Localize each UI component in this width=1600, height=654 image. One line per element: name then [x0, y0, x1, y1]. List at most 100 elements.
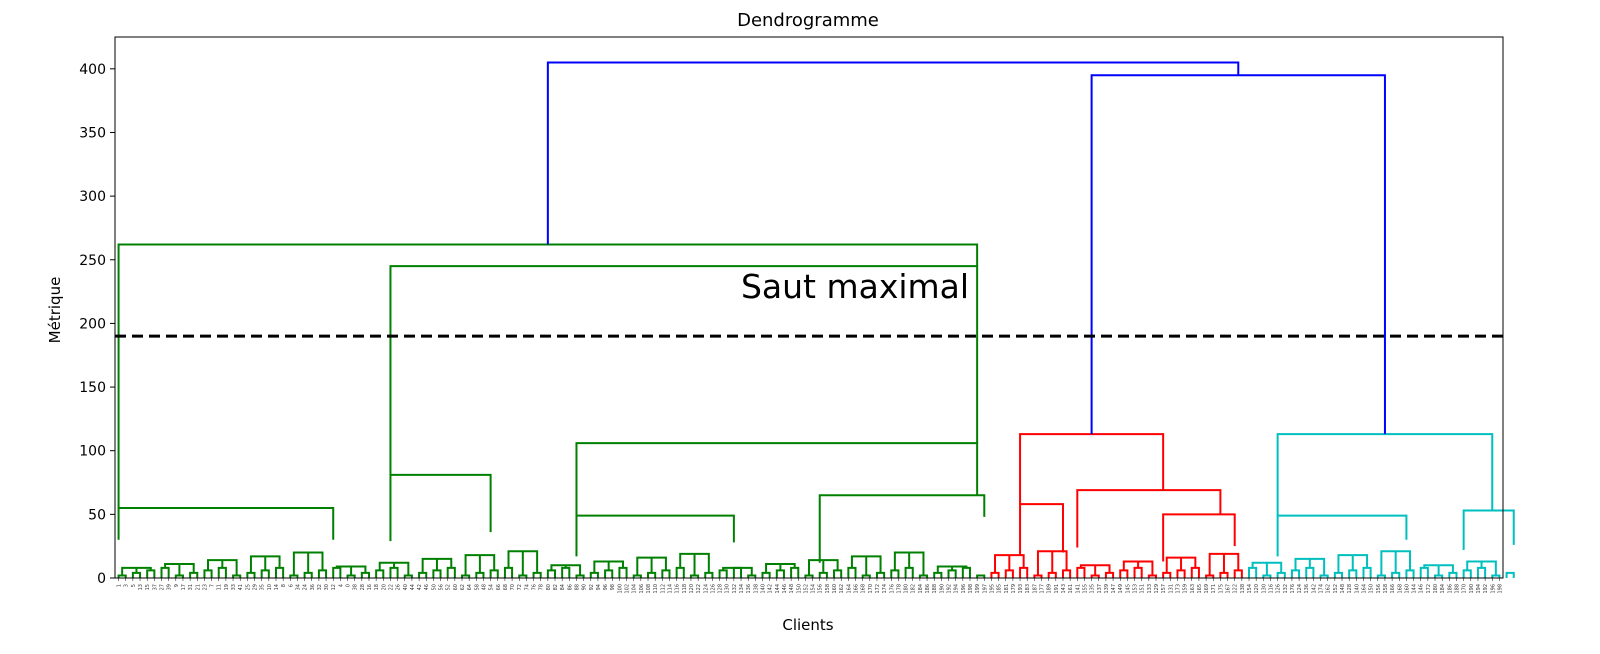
leaf-merge-link: [933, 571, 943, 578]
leaf-label: 168: [861, 584, 867, 594]
leaf-merge-link: [1333, 571, 1344, 578]
leaf-label: 148: [1340, 584, 1346, 594]
leaf-merge-link: [317, 569, 328, 578]
leaf-label: 160: [1404, 584, 1410, 594]
leaf-label: 128: [1347, 584, 1353, 594]
leaf-label: 196: [1490, 584, 1496, 594]
leaf-merge-link: [489, 569, 499, 578]
leaf-label: 46: [424, 584, 430, 590]
leaf-label: 174: [1319, 584, 1325, 594]
leaf-label: 19: [224, 584, 230, 590]
leaf-merge-link: [618, 566, 628, 578]
leaf-label: 184: [1440, 584, 1446, 594]
leaf-label: 26: [396, 584, 402, 590]
leaf-merge-link: [1276, 571, 1286, 578]
cluster-merge-link: [1019, 433, 1165, 505]
leaf-merge-link: [475, 571, 485, 578]
leaf-merge-link: [503, 566, 514, 578]
leaf-merge-link: [1405, 569, 1415, 578]
y-tick-label: 300: [79, 189, 106, 205]
leaf-merge-link: [1061, 569, 1072, 578]
y-axis-ticks: 0 50 100 150 200 250 300 350 400: [79, 62, 115, 587]
leaf-merge-link: [532, 571, 542, 578]
leaf-merge-link: [375, 569, 385, 578]
leaf-merge-link: [1162, 571, 1172, 578]
leaf-label: 142: [1311, 584, 1317, 594]
leaf-label: 194: [1476, 584, 1482, 594]
leaf-label: 144: [1412, 584, 1418, 594]
leaf-merge-link: [1391, 571, 1401, 578]
leaf-label: 24: [303, 584, 309, 590]
leaf-merge-link: [647, 571, 657, 578]
y-tick-label: 200: [79, 316, 106, 332]
leaf-merge-link: [1233, 569, 1243, 578]
leaf-merge-link: [761, 571, 771, 578]
y-tick-label: 150: [79, 380, 106, 396]
leaf-label: 141: [1075, 584, 1081, 594]
leaf-merge-link: [1505, 571, 1515, 578]
leaf-merge-link: [1019, 566, 1029, 578]
leaf-merge-link: [146, 569, 156, 578]
leaf-label: 36: [310, 584, 316, 590]
leaf-label: 32: [317, 584, 323, 590]
leaf-label: 138: [1240, 584, 1246, 594]
leaf-label: 151: [1140, 584, 1146, 594]
leaf-label: 184: [918, 584, 924, 594]
leaf-label: 133: [1147, 584, 1153, 594]
leaf-label: 13: [138, 584, 144, 590]
leaf-label: 196: [961, 584, 967, 594]
leaf-label: 30: [324, 584, 330, 590]
sub-merge-link: [464, 554, 496, 576]
leaf-label: 172: [875, 584, 881, 594]
leaf-merge-link: [1119, 569, 1129, 578]
leaf-merge-link: [589, 571, 599, 578]
leaf-label: 64: [467, 584, 473, 590]
leaf-merge-link: [1104, 571, 1115, 578]
leaf-label: 27: [160, 584, 166, 590]
leaf-label: 118: [682, 584, 688, 594]
leaf-merge-link: [1462, 569, 1472, 578]
leaf-merge-link: [661, 569, 671, 578]
leaf-label: 132: [732, 584, 738, 594]
leaf-label: 148: [789, 584, 795, 594]
leaf-label: 176: [889, 584, 895, 594]
leaf-merge-link: [1004, 569, 1014, 578]
leaf-label: 98: [610, 584, 616, 590]
sub-merge-link: [994, 554, 1025, 573]
leaf-label: 174: [882, 584, 888, 594]
leaf-label: 139: [1104, 584, 1110, 594]
leaf-label: 154: [1247, 584, 1253, 594]
leaf-label: 166: [1390, 584, 1396, 594]
leaf-label: 159: [1183, 584, 1189, 594]
cluster-merge-link: [117, 506, 335, 540]
leaf-label: 33: [231, 584, 237, 590]
leaf-label: 78: [539, 584, 545, 590]
leaf-label: 124: [703, 584, 709, 594]
leaf-label: 190: [1469, 584, 1475, 594]
leaf-label: 80: [546, 584, 552, 590]
leaf-label: 167: [1226, 584, 1232, 594]
sub-merge-link: [1380, 550, 1411, 576]
leaf-merge-link: [1290, 569, 1301, 578]
leaf-label: 160: [832, 584, 838, 594]
leaf-label: 56: [439, 584, 445, 590]
cluster-merge-link: [1019, 503, 1064, 556]
leaf-label: 185: [997, 584, 1003, 594]
leaf-merge-link: [732, 566, 743, 578]
leaf-label: 86: [567, 584, 573, 590]
leaf-label: 173: [1175, 584, 1181, 594]
leaf-label: 146: [782, 584, 788, 594]
leaf-label: 120: [1254, 584, 1260, 594]
leaf-label: 54: [489, 584, 495, 590]
leaf-label: 190: [939, 584, 945, 594]
y-tick-label: 400: [79, 62, 106, 78]
leaf-label: 149: [1118, 584, 1124, 594]
leaf-label: 171: [1211, 584, 1217, 594]
leaf-label: 106: [639, 584, 645, 594]
leaf-label: 158: [1383, 584, 1389, 594]
leaf-label: 136: [746, 584, 752, 594]
leaf-label: 158: [825, 584, 831, 594]
leaf-merge-link: [961, 566, 971, 578]
leaf-label: 188: [1454, 584, 1460, 594]
leaf-label: 129: [1154, 584, 1160, 594]
